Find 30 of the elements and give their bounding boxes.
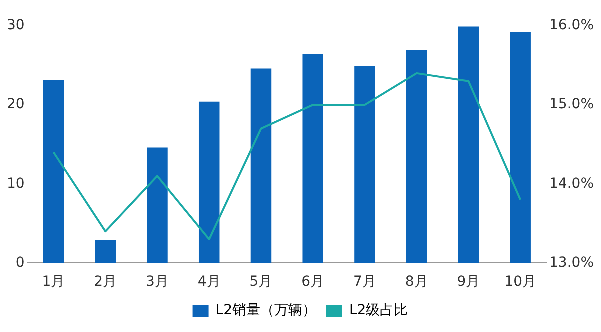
legend-label: L2级占比 <box>350 302 408 319</box>
bar <box>95 240 116 264</box>
x-tick-label: 2月 <box>94 274 118 290</box>
bar <box>406 50 428 264</box>
bar <box>43 80 64 264</box>
y-tick-label: 20 <box>6 96 25 113</box>
x-tick-label: 1月 <box>42 274 66 290</box>
y-tick-label: 0 <box>16 254 25 271</box>
bar <box>147 148 168 264</box>
bar <box>250 68 272 264</box>
bar <box>510 32 531 264</box>
y2-tick-label: 16.0% <box>550 18 594 34</box>
y2-tick-label: 14.0% <box>550 176 594 192</box>
y2-tick-label: 13.0% <box>550 254 594 271</box>
x-tick-label: 7月 <box>354 274 376 290</box>
bar <box>354 66 376 264</box>
x-tick-label: 8月 <box>405 274 428 290</box>
legend-label: L2销量（万辆） <box>216 302 317 319</box>
bar <box>198 102 220 264</box>
x-tick-label: 6月 <box>302 274 325 290</box>
x-tick-label: 9月 <box>457 274 480 290</box>
x-tick-label: 10月 <box>504 274 537 290</box>
y2-tick-label: 15.0% <box>550 96 594 113</box>
bar <box>302 54 324 264</box>
y-tick-label: 10 <box>6 176 25 192</box>
x-tick-label: 5月 <box>250 274 273 290</box>
bar <box>458 26 480 264</box>
x-tick-label: 3月 <box>146 274 169 290</box>
y-tick-label: 30 <box>6 18 25 34</box>
x-tick-label: 4月 <box>198 274 221 290</box>
